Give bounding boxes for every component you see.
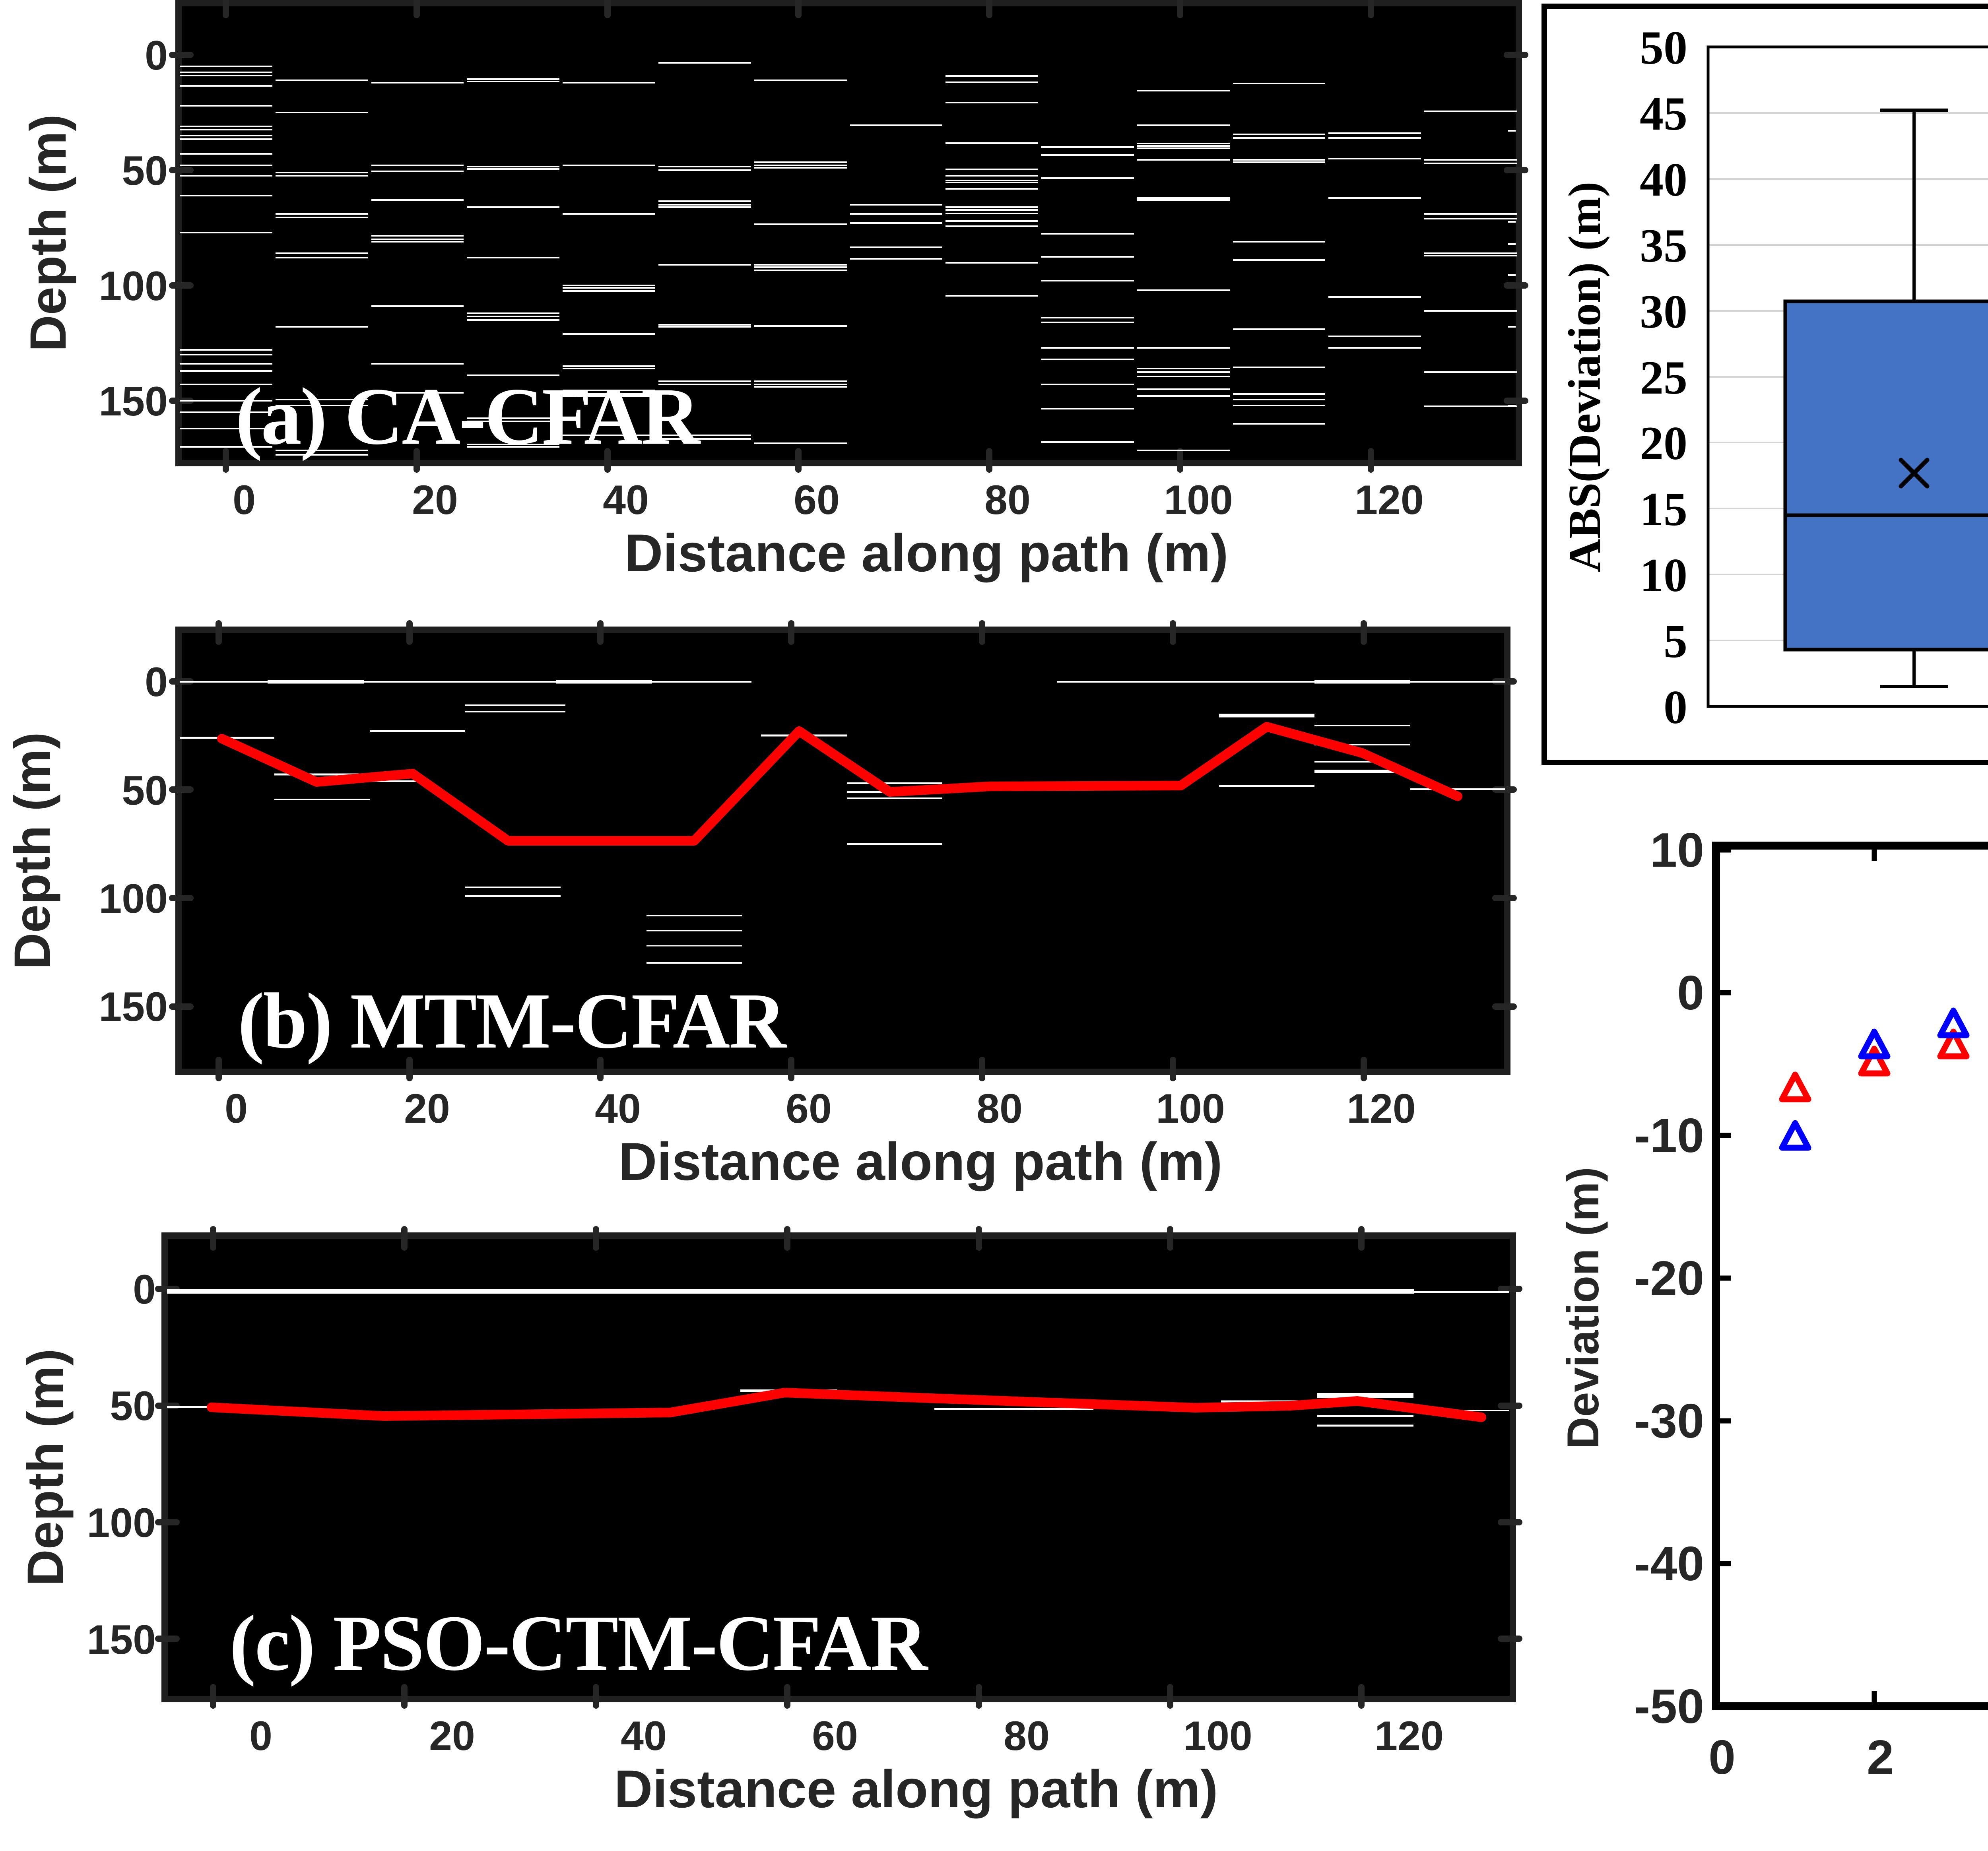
svg-text:40: 40 — [595, 1086, 641, 1132]
svg-text:Depth (m): Depth (m) — [4, 732, 61, 969]
svg-text:80: 80 — [977, 1086, 1023, 1132]
svg-text:10: 10 — [1640, 549, 1687, 601]
svg-text:0: 0 — [1708, 1730, 1736, 1784]
svg-text:150: 150 — [99, 378, 168, 425]
svg-text:50: 50 — [122, 768, 168, 814]
svg-text:(a) CA-CFAR: (a) CA-CFAR — [235, 371, 701, 462]
svg-text:100: 100 — [1183, 1713, 1252, 1759]
svg-text:Depth (m): Depth (m) — [17, 1348, 74, 1586]
svg-text:2: 2 — [1867, 1730, 1894, 1784]
svg-text:0: 0 — [1677, 966, 1704, 1020]
svg-text:50: 50 — [122, 148, 168, 194]
svg-text:120: 120 — [1347, 1086, 1416, 1132]
svg-text:80: 80 — [984, 477, 1031, 523]
svg-text:100: 100 — [99, 263, 168, 309]
svg-text:Depth (m): Depth (m) — [20, 114, 77, 351]
svg-text:-20: -20 — [1634, 1251, 1704, 1305]
svg-text:0: 0 — [145, 659, 168, 705]
svg-text:60: 60 — [812, 1713, 858, 1759]
svg-text:30: 30 — [1640, 285, 1687, 338]
svg-text:0: 0 — [233, 477, 256, 523]
svg-text:45: 45 — [1640, 87, 1687, 140]
svg-text:Distance along path (m): Distance along path (m) — [614, 1760, 1218, 1819]
svg-text:-30: -30 — [1634, 1394, 1704, 1448]
svg-text:20: 20 — [429, 1713, 475, 1759]
svg-text:10: 10 — [1650, 823, 1704, 877]
svg-text:25: 25 — [1640, 351, 1687, 404]
svg-text:0: 0 — [225, 1086, 248, 1132]
svg-text:150: 150 — [99, 984, 168, 1030]
svg-text:50: 50 — [1640, 21, 1687, 74]
svg-text:100: 100 — [1156, 1086, 1225, 1132]
svg-text:0: 0 — [1664, 681, 1687, 733]
svg-text:80: 80 — [1004, 1713, 1050, 1759]
svg-text:Distance along path (m): Distance along path (m) — [619, 1132, 1223, 1191]
svg-text:35: 35 — [1640, 219, 1687, 272]
svg-text:40: 40 — [621, 1713, 667, 1759]
svg-text:20: 20 — [404, 1086, 450, 1132]
svg-text:-50: -50 — [1634, 1679, 1704, 1733]
svg-text:ABS(Deviation) (m): ABS(Deviation) (m) — [1559, 182, 1610, 572]
svg-text:15: 15 — [1640, 483, 1687, 536]
svg-text:150: 150 — [87, 1617, 156, 1663]
svg-text:20: 20 — [1640, 417, 1687, 470]
svg-text:100: 100 — [99, 876, 168, 922]
svg-text:Distance along path (m): Distance along path (m) — [625, 524, 1229, 583]
svg-text:-10: -10 — [1634, 1108, 1704, 1162]
svg-text:0: 0 — [145, 33, 168, 79]
svg-text:5: 5 — [1664, 615, 1687, 667]
svg-text:60: 60 — [794, 477, 840, 523]
svg-text:50: 50 — [110, 1383, 156, 1429]
svg-text:40: 40 — [1640, 153, 1687, 206]
svg-text:0: 0 — [133, 1267, 156, 1313]
svg-text:100: 100 — [1164, 477, 1233, 523]
svg-text:60: 60 — [786, 1086, 832, 1132]
svg-text:(b) MTM-CFAR: (b) MTM-CFAR — [238, 977, 787, 1065]
svg-text:Deviation (m): Deviation (m) — [1558, 1167, 1608, 1449]
svg-text:40: 40 — [603, 477, 649, 523]
svg-text:120: 120 — [1355, 477, 1424, 523]
svg-text:0: 0 — [249, 1713, 272, 1759]
svg-text:20: 20 — [412, 477, 458, 523]
svg-text:120: 120 — [1375, 1713, 1444, 1759]
svg-text:(c) PSO-CTM-CFAR: (c) PSO-CTM-CFAR — [229, 1599, 929, 1687]
svg-text:-40: -40 — [1634, 1537, 1704, 1591]
svg-text:100: 100 — [87, 1500, 156, 1546]
